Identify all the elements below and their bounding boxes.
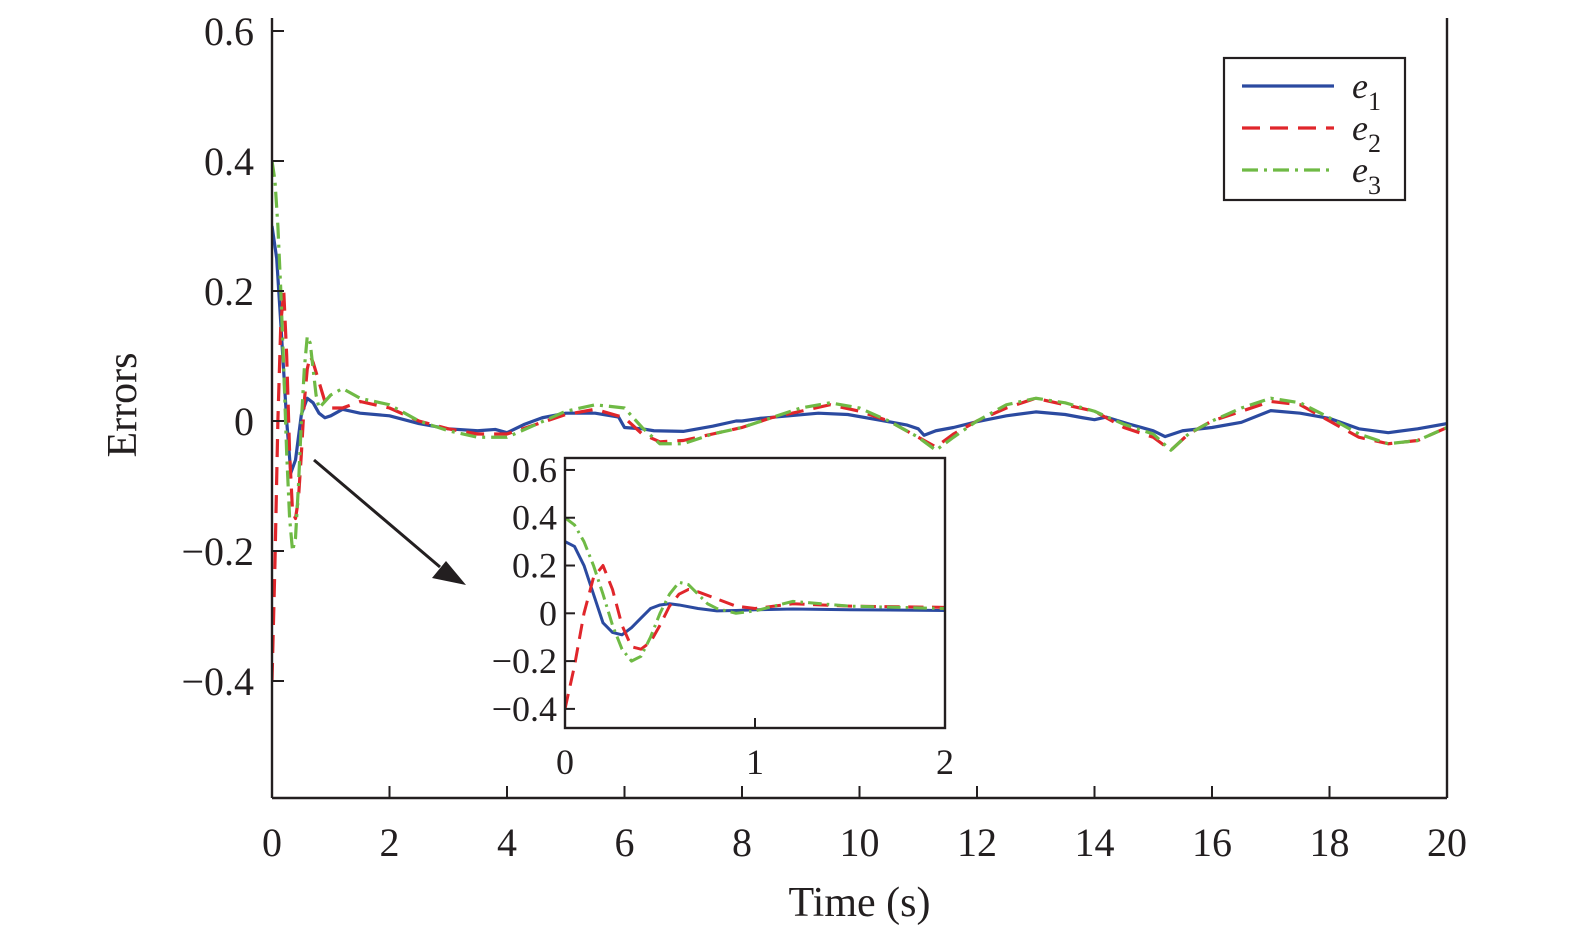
inset-plot: 0 1 2 0.6 0.4 0.2 0 −0.2 −0.4	[492, 450, 954, 782]
legend-label-subscript: 2	[1368, 129, 1381, 158]
legend-label-base: e	[1352, 66, 1368, 106]
series-line-e1	[565, 540, 945, 637]
legend-label-e2: e2	[1352, 108, 1381, 158]
arrow-head	[432, 561, 466, 585]
series-line-e3	[272, 160, 1447, 553]
y-tick-label: 0	[234, 399, 254, 444]
x-tick-label: 16	[1192, 820, 1232, 865]
x-tick-label: 14	[1075, 820, 1115, 865]
y-tick-label: 0.4	[512, 498, 557, 538]
arrow-shaft	[313, 458, 441, 569]
y-tick-label: −0.2	[492, 641, 557, 681]
series-line-e3	[565, 516, 945, 663]
x-tick-label: 0	[262, 820, 282, 865]
x-tick-label: 20	[1427, 820, 1467, 865]
y-tick-label: −0.4	[492, 689, 557, 729]
y-tick-label: 0.2	[512, 546, 557, 586]
y-tick-label: 0.4	[204, 139, 254, 184]
legend-label-e3: e3	[1352, 150, 1381, 200]
x-tick-label: 0	[556, 742, 574, 782]
x-tick-label: 10	[840, 820, 880, 865]
x-tick-label: 1	[746, 742, 764, 782]
y-tick-label: 0.6	[512, 450, 557, 490]
y-tick-label: 0.6	[204, 9, 254, 54]
x-axis-title: Time (s)	[789, 880, 931, 926]
x-tick-label: 8	[732, 820, 752, 865]
series-group	[565, 516, 945, 710]
y-tick-label: 0.2	[204, 269, 254, 314]
series-line-e2	[565, 564, 945, 710]
x-tick-label: 18	[1310, 820, 1350, 865]
legend-label-subscript: 3	[1368, 171, 1381, 200]
zoom-arrow	[313, 458, 466, 585]
main-plot: 0 2 4 6 8 10 12 14 16 18 200.60.40.20−0.2−0.4Time …	[100, 9, 1467, 926]
legend-label-subscript: 1	[1368, 87, 1381, 116]
x-tick-label: 2	[936, 742, 954, 782]
x-tick-label: 2	[380, 820, 400, 865]
legend-label-base: e	[1352, 108, 1368, 148]
series-group	[272, 160, 1447, 682]
legend-label-base: e	[1352, 150, 1368, 190]
x-tick-label: 4	[497, 820, 517, 865]
y-tick-label: −0.2	[181, 529, 254, 574]
y-tick-label: −0.4	[181, 659, 254, 704]
x-tick-label: 6	[615, 820, 635, 865]
y-axis-title: Errors	[100, 353, 146, 458]
inset-background	[565, 458, 945, 728]
legend-label-e1: e1	[1352, 66, 1381, 116]
x-tick-label: 12	[957, 820, 997, 865]
y-tick-label: 0	[539, 593, 557, 633]
series-line-e1	[272, 225, 1447, 475]
